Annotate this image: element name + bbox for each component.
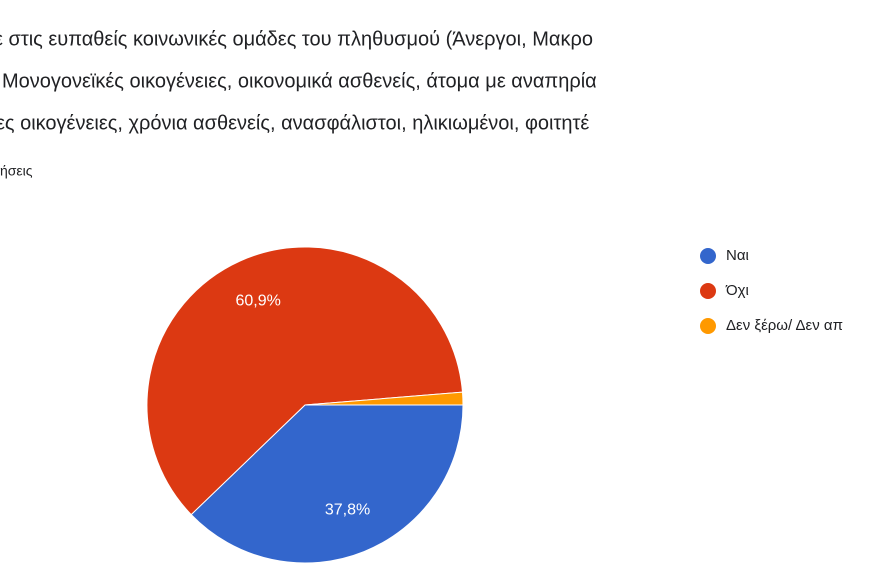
pie-slice xyxy=(304,391,464,406)
subtitle: ήσεις xyxy=(0,163,33,179)
legend-label: Δεν ξέρω/ Δεν απ xyxy=(726,317,843,334)
pie-slice xyxy=(146,246,464,516)
pie-slice xyxy=(190,404,464,564)
data-label: 37,8% xyxy=(325,502,370,519)
legend-label: Ναι xyxy=(726,247,749,264)
legend-label: Όχι xyxy=(725,282,749,299)
legend-marker xyxy=(700,283,716,299)
title-line: Μονογονεϊκές οικογένειες, οικονομικά ασθ… xyxy=(2,70,597,92)
title-line: ες οικογένειες, χρόνια ασθενείς, ανασφάλ… xyxy=(0,112,589,134)
legend-marker xyxy=(700,248,716,264)
data-label: 60,9% xyxy=(235,293,280,310)
title-line: ε στις ευπαθείς κοινωνικές ομάδες του πλ… xyxy=(0,28,593,50)
legend-marker xyxy=(700,318,716,334)
